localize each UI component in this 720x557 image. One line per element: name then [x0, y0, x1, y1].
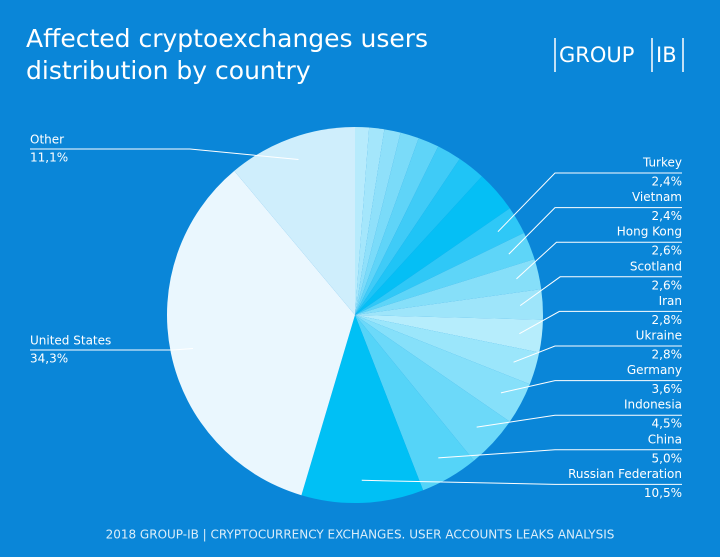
slice-label: Scotland — [630, 259, 682, 273]
pie-slice — [355, 127, 370, 315]
pie-slice — [355, 138, 439, 315]
footer: 2018 GROUP-IB | CRYPTOCURRENCY EXCHANGES… — [106, 528, 615, 542]
slice-label: Iran — [659, 294, 682, 308]
slice-label: Indonesia — [624, 398, 682, 412]
value-label: 3,6% — [652, 382, 683, 396]
value-label: 2,6% — [652, 278, 683, 292]
pie-slice — [355, 289, 543, 320]
pie-slice — [355, 127, 385, 316]
value-label: 2,4% — [652, 209, 683, 223]
value-label: 34,3% — [30, 352, 68, 366]
value-label: 2,4% — [652, 175, 683, 189]
slice-label: Vietnam — [632, 190, 682, 204]
pie-slice — [355, 176, 510, 315]
slice-label: Hong Kong — [617, 225, 682, 239]
chart-title: distribution by country — [26, 56, 311, 85]
pie-slice — [355, 146, 460, 315]
chart-title: Affected cryptoexchanges users — [26, 24, 428, 53]
logo-text: GROUP — [559, 43, 634, 67]
slice-label: United States — [30, 334, 111, 348]
leader-line — [497, 172, 682, 233]
value-label: 11,1% — [30, 151, 68, 165]
slice-label: Germany — [627, 363, 682, 377]
value-label: 4,5% — [652, 417, 683, 431]
logo: GROUP IB — [554, 38, 684, 72]
leader-line — [508, 207, 682, 255]
pie-slice — [355, 208, 525, 315]
pie-slice — [355, 129, 401, 315]
pie-slice — [301, 315, 424, 503]
slice-label: Ukraine — [636, 329, 682, 343]
leader-line — [476, 414, 682, 428]
logo-text: IB — [656, 43, 677, 67]
leader-line — [30, 148, 299, 161]
pie-slice — [355, 315, 474, 491]
pie-slice — [167, 170, 355, 496]
leader-line — [516, 241, 682, 280]
slice-label: Other — [30, 133, 64, 147]
leader-line — [519, 276, 682, 307]
value-label: 5,0% — [652, 451, 683, 465]
pie-slice — [355, 315, 530, 422]
pie-slice — [355, 259, 542, 315]
value-label: 2,6% — [652, 244, 683, 258]
slice-label: Turkey — [642, 156, 682, 170]
value-label: 2,8% — [652, 313, 683, 327]
leader-line — [361, 479, 682, 485]
pie-slice — [355, 232, 535, 315]
slice-label: Russian Federation — [568, 467, 682, 481]
leader-line — [500, 380, 682, 394]
value-label: 2,8% — [652, 348, 683, 362]
pie-slice — [355, 315, 510, 461]
pie-slice — [355, 158, 482, 315]
pie-slice — [234, 127, 355, 315]
leader-line — [438, 449, 682, 459]
slice-label: China — [648, 432, 682, 446]
value-label: 10,5% — [644, 486, 682, 500]
leader-line — [30, 348, 194, 351]
leader-line — [513, 345, 682, 363]
pie-slice — [355, 315, 543, 353]
pie-slice — [355, 132, 419, 315]
pie-slice — [355, 315, 540, 385]
leader-line — [519, 310, 682, 335]
